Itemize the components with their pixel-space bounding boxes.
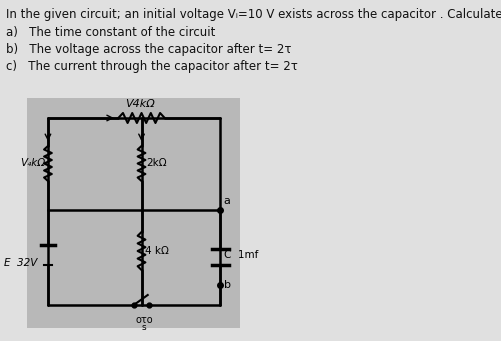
Text: 4 kΩ: 4 kΩ: [145, 246, 169, 256]
Text: In the given circuit; an initial voltage Vᵢ=10 V exists across the capacitor . C: In the given circuit; an initial voltage…: [6, 8, 501, 21]
Text: b: b: [223, 280, 230, 290]
Text: E  32V: E 32V: [4, 258, 37, 268]
Text: 2kΩ: 2kΩ: [146, 158, 166, 168]
Text: oτo: oτo: [135, 315, 152, 325]
Bar: [27, 98, 239, 328]
Text: b)   The voltage across the capacitor after t= 2τ: b) The voltage across the capacitor afte…: [6, 43, 291, 56]
Text: a: a: [223, 196, 230, 206]
Text: c)   The current through the capacitor after t= 2τ: c) The current through the capacitor aft…: [6, 60, 298, 73]
Text: a)   The time constant of the circuit: a) The time constant of the circuit: [6, 26, 215, 39]
Text: V₄kΩ: V₄kΩ: [21, 158, 46, 168]
Text: s: s: [141, 323, 146, 332]
Text: V4kΩ: V4kΩ: [125, 99, 154, 109]
Text: C  1mf: C 1mf: [223, 250, 258, 260]
